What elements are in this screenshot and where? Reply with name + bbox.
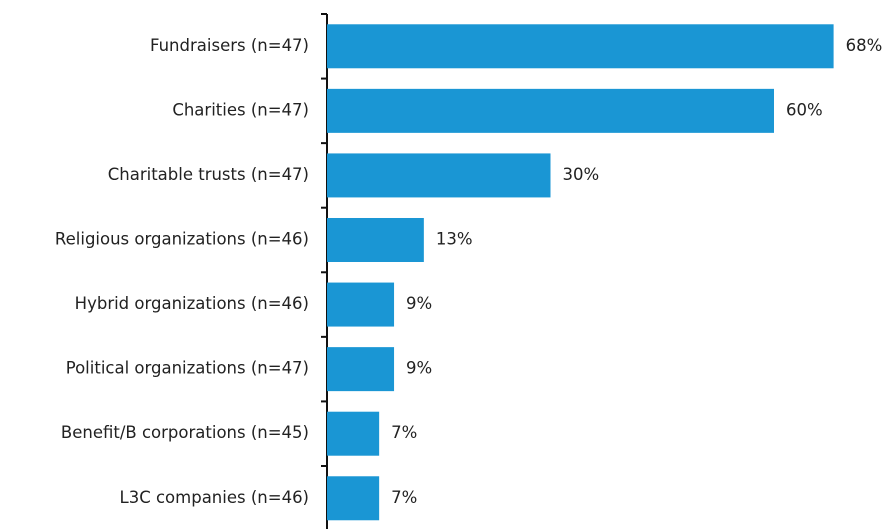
- bar: [327, 153, 551, 198]
- category-label: Charities (n=47): [172, 100, 309, 119]
- value-label: 7%: [391, 488, 417, 507]
- value-label: 13%: [436, 229, 473, 248]
- bar: [327, 282, 395, 327]
- value-label: 68%: [846, 36, 883, 55]
- category-label: Charitable trusts (n=47): [108, 165, 309, 184]
- bar: [327, 217, 424, 262]
- category-label: Hybrid organizations (n=46): [75, 294, 309, 313]
- bar: [327, 411, 380, 456]
- bar: [327, 347, 395, 392]
- value-label: 9%: [406, 294, 432, 313]
- bar: [327, 24, 834, 69]
- value-label: 9%: [406, 359, 432, 378]
- category-label: Benefit/B corporations (n=45): [61, 423, 309, 442]
- category-label: Fundraisers (n=47): [150, 36, 309, 55]
- bar: [327, 88, 774, 133]
- bar: [327, 476, 380, 521]
- category-label: Religious organizations (n=46): [55, 229, 309, 248]
- value-label: 30%: [563, 165, 600, 184]
- category-label: L3C companies (n=46): [120, 488, 309, 507]
- value-label: 60%: [786, 100, 823, 119]
- value-label: 7%: [391, 423, 417, 442]
- category-label: Political organizations (n=47): [66, 359, 309, 378]
